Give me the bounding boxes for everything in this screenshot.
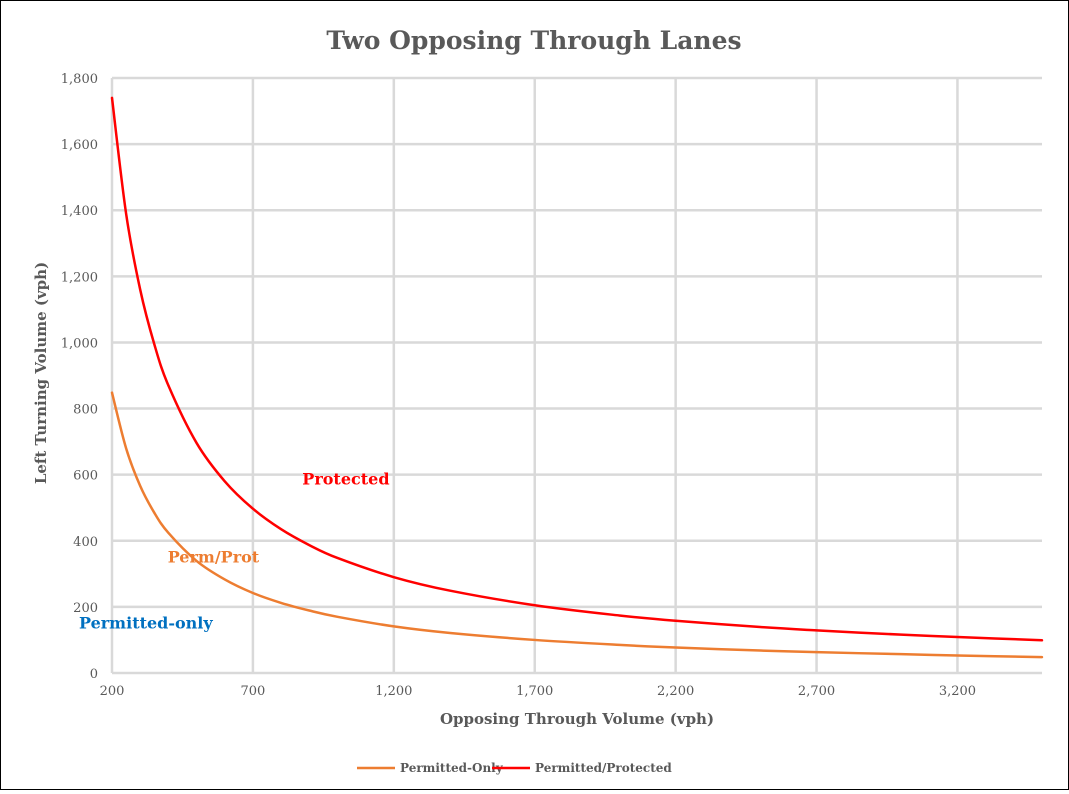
x-tick-label: 1,700 [516, 684, 553, 699]
y-tick-label: 600 [73, 469, 98, 484]
x-tick-labels: 200 700 1,200 1,700 2,200 2,700 3,200 [100, 684, 976, 699]
x-tick-label: 200 [100, 684, 125, 699]
x-tick-label: 700 [240, 684, 265, 699]
legend-label: Permitted/Protected [535, 761, 672, 775]
annotation-label: Protected [302, 470, 389, 489]
series-line-permitted-only [110, 391, 1044, 659]
x-tick-label: 2,700 [798, 684, 835, 699]
y-tick-label: 800 [73, 403, 98, 418]
y-tick-label: 1,800 [61, 72, 98, 87]
series-annotations: Protected Perm/Prot Permitted-only [79, 470, 390, 633]
y-tick-label: 400 [73, 535, 98, 550]
chart-title: Two Opposing Through Lanes [326, 26, 741, 55]
grid-horizontal [112, 76, 1042, 675]
annotation-label: Perm/Prot [168, 547, 260, 566]
y-tick-label: 0 [90, 667, 98, 682]
legend-label: Permitted-Only [400, 761, 504, 775]
x-tick-label: 2,200 [657, 684, 694, 699]
y-tick-label: 1,600 [61, 138, 98, 153]
series-lines [110, 96, 1044, 659]
y-tick-label: 1,000 [61, 336, 98, 351]
series-line-permitted-protected [110, 96, 1044, 642]
grid-vertical [110, 78, 959, 673]
x-tick-label: 1,200 [375, 684, 412, 699]
annotation-label: Permitted-only [79, 613, 213, 632]
legend: Permitted-Only Permitted/Protected [357, 761, 672, 775]
y-tick-labels: 0 200 400 600 800 1,000 1,200 1,400 1,600 1,800 [61, 72, 98, 682]
y-tick-label: 1,200 [61, 270, 98, 285]
y-tick-label: 200 [73, 601, 98, 616]
x-axis-title: Opposing Through Volume (vph) [440, 710, 714, 728]
y-axis-title: Left Turning Volume (vph) [32, 262, 50, 484]
x-tick-label: 3,200 [939, 684, 976, 699]
y-tick-label: 1,400 [61, 204, 98, 219]
